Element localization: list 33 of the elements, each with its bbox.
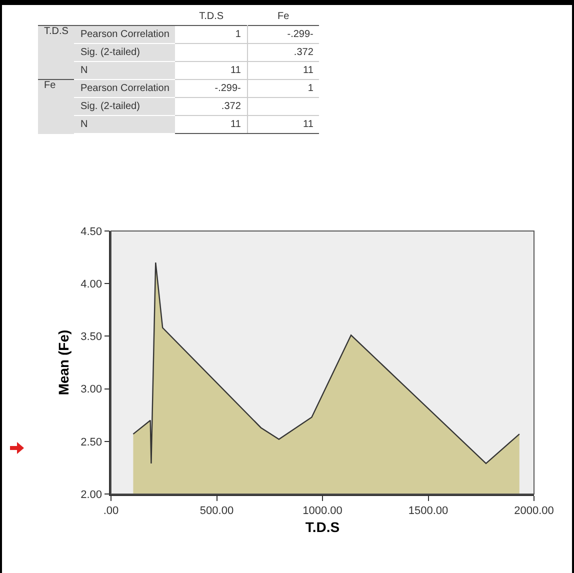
x-axis-title: T.D.S — [305, 518, 340, 535]
text: -.299- — [214, 83, 241, 94]
category-label: T.D.S — [198, 10, 225, 24]
y-tick-label: 4.00 — [80, 278, 102, 290]
category-label: Sig. (2-tailed) — [80, 101, 140, 112]
text: T.D.S — [38, 26, 74, 80]
text: .372 — [221, 101, 241, 112]
category-label: N — [80, 119, 88, 130]
y-axis-title: Mean (Fe) — [56, 330, 72, 396]
x-tick-label: 500.00 — [200, 504, 234, 517]
x-tick-label: 1000.00 — [302, 504, 342, 517]
text: Fe — [38, 80, 74, 134]
text: -.299- — [287, 29, 314, 40]
y-tick-label: 2.50 — [80, 436, 102, 448]
category-label: Pearson Correlation — [80, 29, 170, 40]
y-tick-label: 3.50 — [80, 331, 102, 344]
text: 1 — [235, 29, 241, 40]
category-label: Sig. (2-tailed) — [80, 47, 140, 58]
category-label: Fe — [276, 10, 290, 24]
text: 11 — [303, 119, 314, 130]
x-tick-label: 2000.00 — [514, 504, 554, 517]
text: 11 — [230, 65, 241, 76]
y-tick-label: 2.00 — [80, 488, 102, 501]
x-tick-label: .00 — [103, 504, 119, 517]
y-tick-label: 3.00 — [80, 384, 102, 396]
category-label: N — [80, 65, 88, 76]
text: 11 — [303, 65, 314, 76]
text: 1 — [308, 83, 314, 94]
x-tick-label: 1500.00 — [408, 504, 448, 517]
text: 11 — [230, 119, 241, 130]
category-label: Pearson Correlation — [80, 83, 170, 94]
y-tick-label: 4.50 — [80, 226, 102, 238]
text: .372 — [294, 47, 314, 58]
